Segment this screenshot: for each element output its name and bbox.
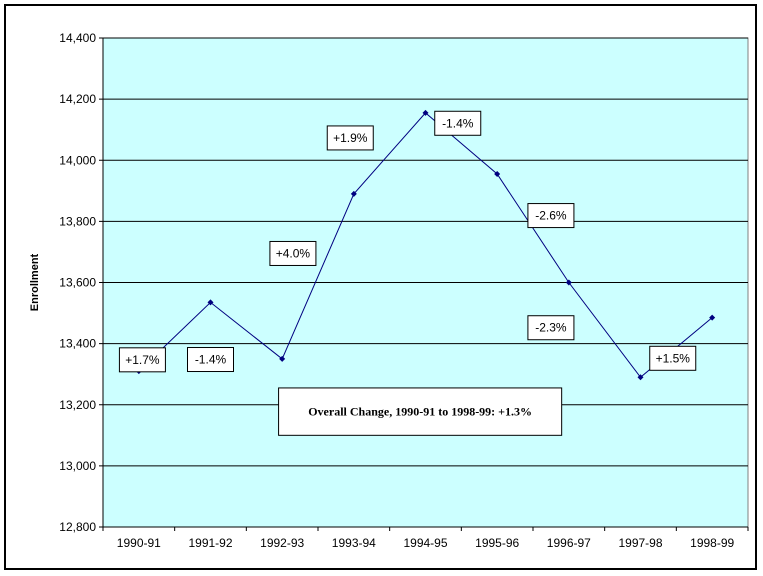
y-tick-label: 14,200 [59, 92, 96, 106]
change-label: -1.4% [187, 347, 234, 373]
data-point [207, 299, 214, 306]
change-label-box [434, 110, 482, 136]
change-label-box [527, 203, 575, 229]
change-label-text: +4.0% [276, 246, 311, 260]
data-point [422, 109, 429, 116]
y-axis-ticks: 12,800 13,000 13,200 13,400 13,600 13,800 14,0… [59, 31, 748, 534]
change-label-box [326, 125, 374, 151]
x-tick-label: 1993-94 [332, 536, 376, 550]
x-tick-label: 1990-91 [117, 536, 161, 550]
y-tick-label: 13,000 [59, 459, 96, 473]
change-label-text: -1.4% [442, 116, 474, 130]
change-label: +4.0% [269, 240, 317, 266]
x-tick-label: 1995-96 [475, 536, 519, 550]
y-axis-label: Enrollment [29, 253, 41, 311]
change-label: +1.7% [118, 347, 166, 373]
series-enrollment [135, 109, 716, 381]
change-label-text: -2.3% [535, 321, 567, 335]
y-tick-label: 13,800 [59, 214, 96, 228]
change-label: +1.9% [326, 125, 374, 151]
change-label-box [269, 240, 317, 266]
change-label-text: +1.9% [333, 131, 368, 145]
change-label-box [187, 347, 234, 373]
change-annotations: +1.7% -1.4% +4.0% +1.9% -1.4% -2.6% -2.3% +1.5% [118, 110, 697, 373]
overall-change-note: Overall Change, 1990-91 to 1998-99: +1.3… [278, 387, 563, 436]
overall-change-text: Overall Change, 1990-91 to 1998-99: +1.3… [308, 405, 532, 419]
data-point [494, 171, 501, 178]
change-label-text: -1.4% [195, 353, 227, 367]
change-label-text: +1.5% [656, 351, 691, 365]
x-tick-label: 1994-95 [403, 536, 447, 550]
x-axis-ticks: 1990-91 1991-92 1992-93 1993-94 1994-95 1995-… [102, 527, 749, 550]
y-tick-label: 13,600 [59, 276, 96, 290]
change-label-box [649, 345, 697, 371]
y-tick-label: 14,000 [59, 153, 96, 167]
overall-change-box [278, 387, 563, 436]
change-label: -2.3% [527, 315, 575, 341]
y-tick-label: 13,400 [59, 337, 96, 351]
data-point [565, 279, 572, 286]
data-point [279, 355, 286, 362]
data-point [709, 314, 716, 321]
y-tick-label: 14,400 [59, 31, 96, 45]
x-tick-label: 1991-92 [188, 536, 232, 550]
y-tick-label: 13,200 [59, 398, 96, 412]
change-label-text: +1.7% [125, 353, 160, 367]
data-point [637, 374, 644, 381]
change-label: -2.6% [527, 203, 575, 229]
change-label-text: -2.6% [535, 209, 567, 223]
x-tick-label: 1998-99 [690, 536, 734, 550]
y-tick-label: 12,800 [59, 520, 96, 534]
change-label: -1.4% [434, 110, 482, 136]
x-tick-label: 1997-98 [618, 536, 662, 550]
change-label-box [527, 315, 575, 341]
change-label: +1.5% [649, 345, 697, 371]
data-point [350, 190, 357, 197]
change-label-box [118, 347, 166, 373]
x-tick-label: 1996-97 [547, 536, 591, 550]
x-tick-label: 1992-93 [260, 536, 304, 550]
